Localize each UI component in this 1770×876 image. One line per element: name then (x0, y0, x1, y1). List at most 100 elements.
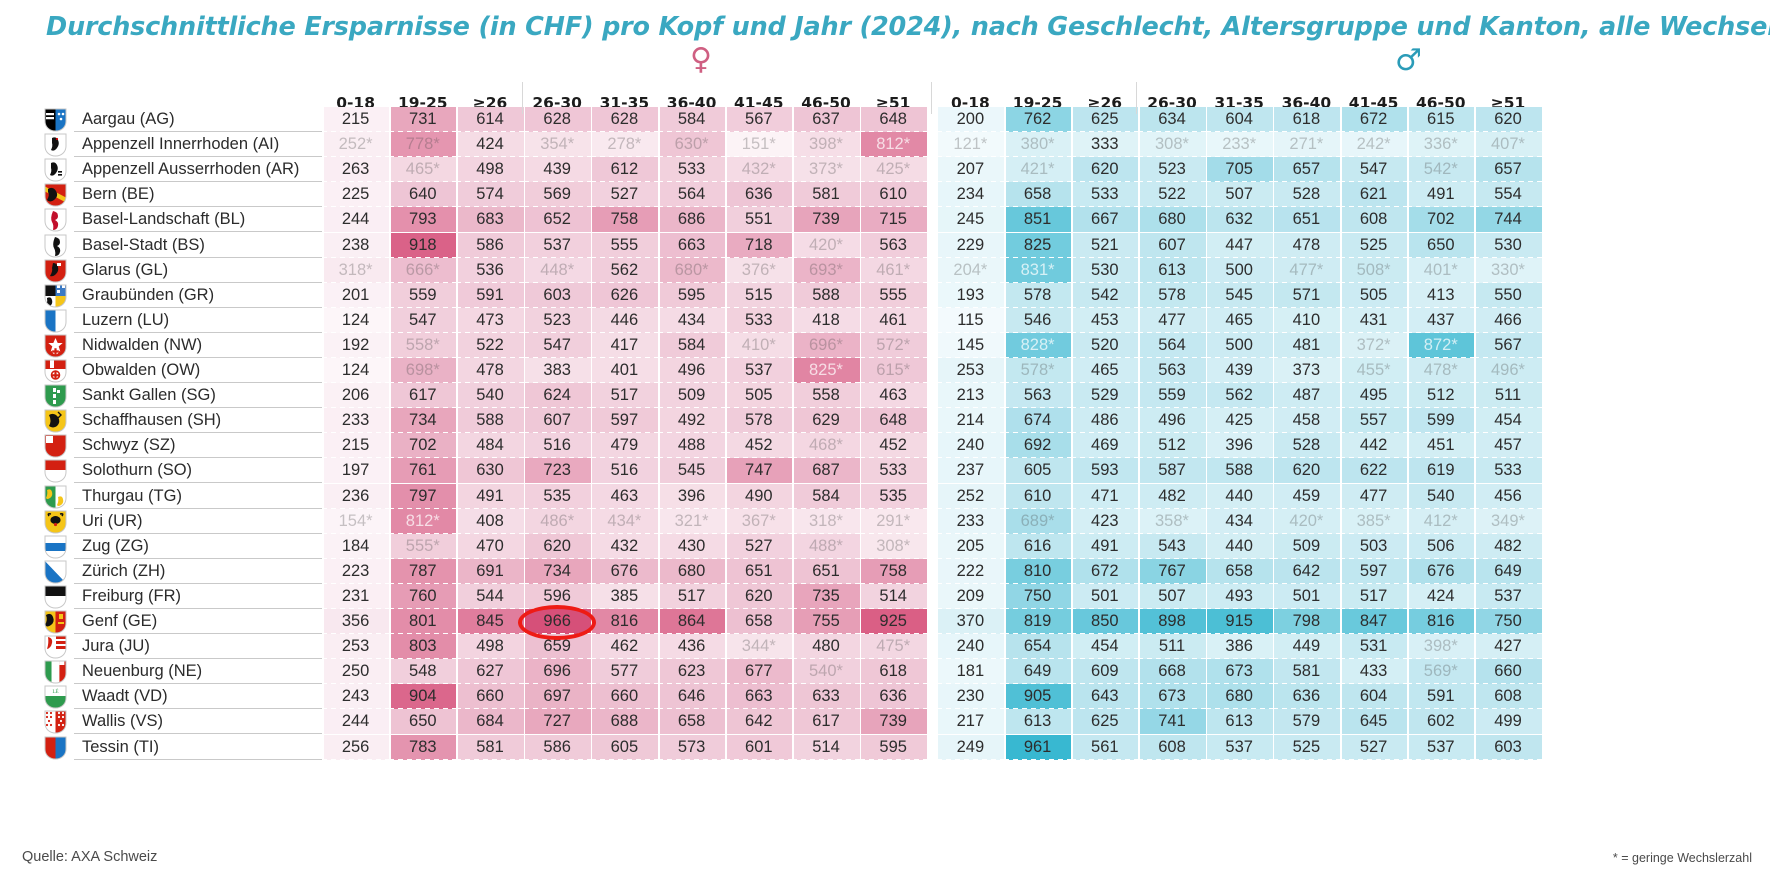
cell-gridline-v (456, 558, 458, 584)
cell-gridline (658, 256, 726, 258)
heatmap-cell: 498 (456, 634, 524, 660)
cell-gridline-v (1474, 383, 1476, 409)
canton-row-ti[interactable]: Tessin (TI) (22, 735, 322, 760)
cell-gridline (1474, 382, 1542, 384)
canton-row-ge[interactable]: Genf (GE) (22, 609, 322, 634)
heatmap-cell: 439 (523, 157, 591, 183)
cell-gridline (1474, 407, 1542, 409)
heatmap-cell: 209 (936, 583, 1004, 609)
cell-gridline (1340, 532, 1408, 534)
heatmap-cell: 577 (590, 659, 658, 685)
canton-row-ur[interactable]: Uri (UR) (22, 509, 322, 534)
cell-gridline (1272, 382, 1340, 384)
cell-gridline-v (725, 458, 727, 484)
cell-gridline-v (1004, 483, 1006, 509)
heatmap-cell: 619 (1407, 458, 1475, 484)
heatmap-cell: 520 (1071, 332, 1139, 358)
heatmap-cell: 617 (389, 383, 457, 409)
cell-gridline-v (1205, 583, 1208, 609)
canton-row-ar[interactable]: Appenzell Ausserrhoden (AR) (22, 157, 322, 183)
heatmap-cell: 376* (725, 257, 793, 283)
cell-gridline-v (322, 583, 324, 609)
cell-gridline-v (936, 132, 939, 158)
cell-gridline-v (725, 182, 727, 208)
coat-of-arms-icon-gl (44, 259, 67, 283)
canton-row-fr[interactable]: Freiburg (FR) (22, 584, 322, 609)
cell-gridline-v (725, 734, 727, 760)
row-divider (74, 683, 322, 685)
canton-row-sh[interactable]: Schaffhausen (SH) (22, 408, 322, 434)
cell-gridline-v (1272, 107, 1275, 133)
header-separator (1136, 82, 1138, 114)
cell-gridline (658, 357, 726, 358)
heatmap-cell: 508* (1340, 257, 1408, 283)
cell-gridline-v (523, 583, 526, 609)
canton-row-tg[interactable]: Thurgau (TG) (22, 484, 322, 509)
cell-gridline-v (523, 533, 526, 559)
cell-gridline-v (523, 157, 526, 183)
cell-gridline-v (1407, 533, 1409, 559)
cell-gridline (1407, 658, 1475, 660)
cell-gridline (1071, 131, 1139, 133)
row-divider (74, 231, 322, 233)
heatmap-cell: 417 (590, 332, 658, 358)
canton-row-zg[interactable]: Zug (ZG) (22, 534, 322, 559)
heatmap-cell: 864 (658, 609, 726, 634)
cell-gridline-v (658, 659, 660, 685)
canton-row-be[interactable]: Bern (BE) (22, 182, 322, 208)
cell-gridline (725, 507, 793, 509)
canton-row-ag[interactable]: Aargau (AG) (22, 107, 322, 132)
cell-gridline-v (1272, 583, 1275, 609)
canton-row-sg[interactable]: Sankt Gallen (SG) (22, 383, 322, 409)
canton-row-bs[interactable]: Basel-Stadt (BS) (22, 233, 322, 258)
cell-gridline (1474, 281, 1542, 283)
heatmap-cell: 477 (1340, 483, 1408, 509)
cell-gridline (389, 382, 457, 384)
cell-gridline (1205, 658, 1273, 660)
cell-gridline (725, 758, 793, 760)
canton-row-lu[interactable]: Luzern (LU) (22, 308, 322, 333)
cell-gridline (523, 658, 591, 660)
cell-gridline-v (1071, 433, 1073, 459)
canton-row-vd[interactable]: LÉ Waadt (VD) (22, 684, 322, 710)
cell-gridline-v (1272, 433, 1275, 459)
cell-gridline-v (389, 307, 391, 333)
cell-gridline (389, 633, 457, 635)
heatmap-cell: 599 (1407, 408, 1475, 434)
heatmap-cell: 252* (322, 132, 390, 158)
cell-gridline-v (389, 282, 391, 308)
heatmap-cell: 244 (322, 709, 390, 735)
canton-row-so[interactable]: Solothurn (SO) (22, 458, 322, 484)
canton-label: Zug (ZG) (82, 536, 149, 555)
canton-row-bl[interactable]: Basel-Landschaft (BL) (22, 207, 322, 233)
canton-row-ai[interactable]: Appenzell Innerrhoden (AI) (22, 132, 322, 158)
cell-gridline-v (792, 634, 794, 660)
cell-gridline (725, 131, 793, 133)
heatmap-cell: 564 (658, 182, 726, 208)
cell-gridline (1340, 357, 1408, 358)
canton-row-ju[interactable]: Jura (JU) (22, 634, 322, 660)
cell-gridline-v (658, 282, 660, 308)
heatmap-cell: 448* (523, 257, 591, 283)
canton-row-gr[interactable]: Graubünden (GR) (22, 283, 322, 308)
heatmap-cell: 597 (590, 408, 658, 434)
cell-gridline-v (1474, 182, 1476, 208)
cell-gridline-v (792, 533, 794, 559)
heatmap-cell: 558* (389, 332, 457, 358)
canton-row-vs[interactable]: Wallis (VS) (22, 709, 322, 735)
canton-row-zh[interactable]: Zürich (ZH) (22, 559, 322, 584)
heatmap-cell: 213 (936, 383, 1004, 409)
heatmap-cell: 649 (1004, 659, 1072, 685)
canton-label: Appenzell Ausserrhoden (AR) (82, 160, 300, 179)
canton-row-gl[interactable]: Glarus (GL) (22, 258, 322, 283)
canton-row-ne[interactable]: Neuenburg (NE) (22, 659, 322, 685)
canton-row-nw[interactable]: Nidwalden (NW) (22, 333, 322, 358)
canton-row-ow[interactable]: Obwalden (OW) (22, 358, 322, 383)
heatmap-cell: 533 (1474, 458, 1542, 484)
canton-row-sz[interactable]: Schwyz (SZ) (22, 433, 322, 459)
heatmap-cell: 615 (1407, 107, 1475, 132)
cell-gridline-v (322, 609, 324, 635)
cell-gridline (322, 181, 390, 183)
cell-gridline (389, 557, 457, 559)
cell-gridline-v (936, 634, 939, 660)
